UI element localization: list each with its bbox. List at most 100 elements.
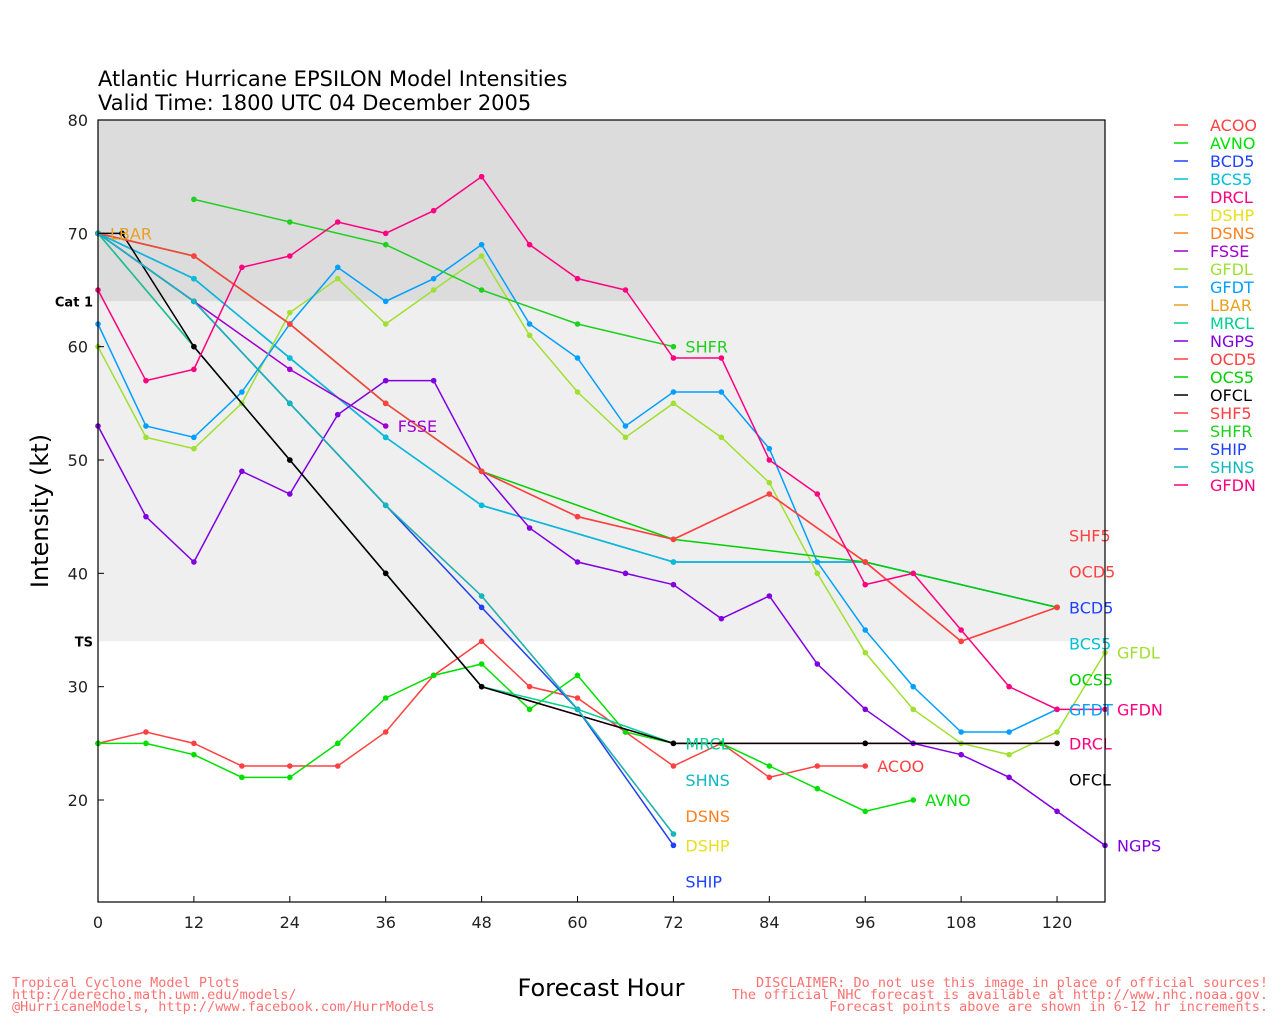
data-point-shf5 (958, 638, 964, 645)
legend-label-shfr: SHFR (1210, 422, 1253, 441)
y-tick-label: 60 (68, 338, 88, 357)
data-point-gfdn (382, 230, 389, 237)
end-label-bcs5: BCS5 (1069, 634, 1111, 653)
legend-label-shns: SHNS (1210, 458, 1254, 477)
end-label-gfdt: GFDT (1069, 700, 1113, 719)
end-label-gfdl: GFDL (1117, 644, 1160, 663)
data-point-avno (622, 729, 629, 735)
data-point-gfdn (1054, 706, 1060, 713)
data-point-bcs5 (478, 502, 485, 509)
data-point-gfdt (574, 355, 581, 361)
footer-left-2: http://derecho.math.uwm.edu/models/ (12, 987, 296, 1003)
legend-label-fsse: FSSE (1210, 242, 1249, 261)
end-label-avno: AVNO (925, 791, 970, 810)
data-point-shns (670, 831, 677, 837)
end-label-bcd5: BCD5 (1069, 598, 1113, 617)
data-point-gfdl (526, 332, 533, 339)
data-point-avno (143, 740, 149, 747)
legend-label-bcd5: BCD5 (1210, 152, 1254, 171)
legend-label-ship: SHIP (1210, 440, 1247, 459)
data-point-ngps (574, 559, 581, 565)
series-line-bcs5 (97, 232, 1058, 609)
data-point-gfdt (191, 434, 197, 441)
y-tick-label: 20 (68, 791, 88, 810)
legend-label-mrcl: MRCL (1210, 314, 1254, 333)
data-point-gfdn (862, 581, 869, 588)
data-point-gfdt (239, 389, 245, 395)
data-point-gfdt (718, 389, 725, 395)
y-axis-label: Intensity (kt) (26, 434, 54, 588)
data-point-ngps (526, 525, 533, 531)
data-point-gfdt (862, 627, 869, 633)
x-tick-label: 108 (946, 913, 977, 932)
data-point-fsse (287, 366, 293, 373)
legend-label-drcl: DRCL (1210, 188, 1253, 207)
data-point-acoo (382, 729, 389, 735)
band-label: TS (75, 635, 93, 650)
data-point-gfdn (718, 355, 725, 361)
end-label-mrcl: MRCL (685, 734, 729, 753)
y-tick-label: 80 (68, 111, 88, 130)
data-point-shns (574, 706, 581, 713)
data-point-avno (862, 808, 869, 815)
data-point-shns (478, 593, 485, 599)
x-tick-label: 36 (376, 913, 396, 932)
y-tick-label: 40 (68, 564, 88, 583)
x-tick-label: 72 (663, 913, 683, 932)
end-label-lbar: LBAR (110, 224, 152, 243)
data-point-ngps (143, 513, 149, 520)
data-point-acoo (862, 763, 869, 769)
legend-label-lbar: LBAR (1210, 296, 1252, 315)
data-point-avno (766, 763, 773, 769)
legend-label-shf5: SHF5 (1210, 404, 1252, 423)
data-point-shfr (191, 196, 197, 203)
data-point-bcs5 (382, 434, 389, 441)
data-point-shns (287, 400, 293, 407)
data-point-gfdn (143, 377, 149, 384)
data-point-gfdl (766, 479, 773, 486)
data-point-avno (239, 774, 245, 781)
band-0 (98, 120, 1105, 302)
data-point-gfdt (334, 264, 341, 271)
data-point-gfdt (478, 241, 485, 248)
x-tick-label: 120 (1042, 913, 1073, 932)
x-tick-label: 24 (280, 913, 300, 932)
data-point-ofcl (862, 740, 869, 747)
data-point-gfdl (430, 287, 437, 293)
data-point-gfdn (191, 366, 197, 373)
data-point-gfdt (526, 321, 533, 327)
data-point-ngps (718, 615, 725, 622)
data-point-avno (814, 785, 821, 792)
data-point-ngps (814, 661, 821, 667)
x-tick-label: 96 (855, 913, 875, 932)
data-point-ngps (334, 411, 341, 418)
end-label-gfdn: GFDN (1117, 700, 1163, 719)
data-point-gfdl (1006, 751, 1012, 758)
data-point-ngps (766, 593, 773, 599)
legend-label-ngps: NGPS (1210, 332, 1254, 351)
data-point-ngps (958, 751, 964, 758)
legend-label-dsns: DSNS (1210, 224, 1255, 243)
data-point-gfdn (478, 173, 485, 180)
data-point-gfdl (1054, 729, 1060, 735)
data-point-gfdn (239, 264, 245, 271)
end-label-ship: SHIP (685, 872, 722, 891)
data-point-ngps (622, 570, 629, 577)
legend-label-bcs5: BCS5 (1210, 170, 1252, 189)
data-point-gfdn (287, 253, 293, 259)
data-point-shf5 (478, 468, 485, 475)
data-point-ngps (382, 377, 389, 384)
data-point-gfdl (814, 570, 821, 577)
footer-left-1: Tropical Cyclone Model Plots (12, 975, 240, 991)
data-point-acoo (574, 695, 581, 701)
data-point-acoo (334, 763, 341, 769)
data-point-avno (478, 661, 485, 667)
end-label-acoo: ACOO (877, 757, 924, 776)
legend-label-dshp: DSHP (1210, 206, 1255, 225)
end-label-dshp: DSHP (685, 836, 730, 855)
data-point-acoo (143, 729, 149, 735)
data-point-gfdl (670, 400, 677, 407)
data-point-ngps (1006, 774, 1012, 781)
data-point-gfdl (622, 434, 629, 441)
